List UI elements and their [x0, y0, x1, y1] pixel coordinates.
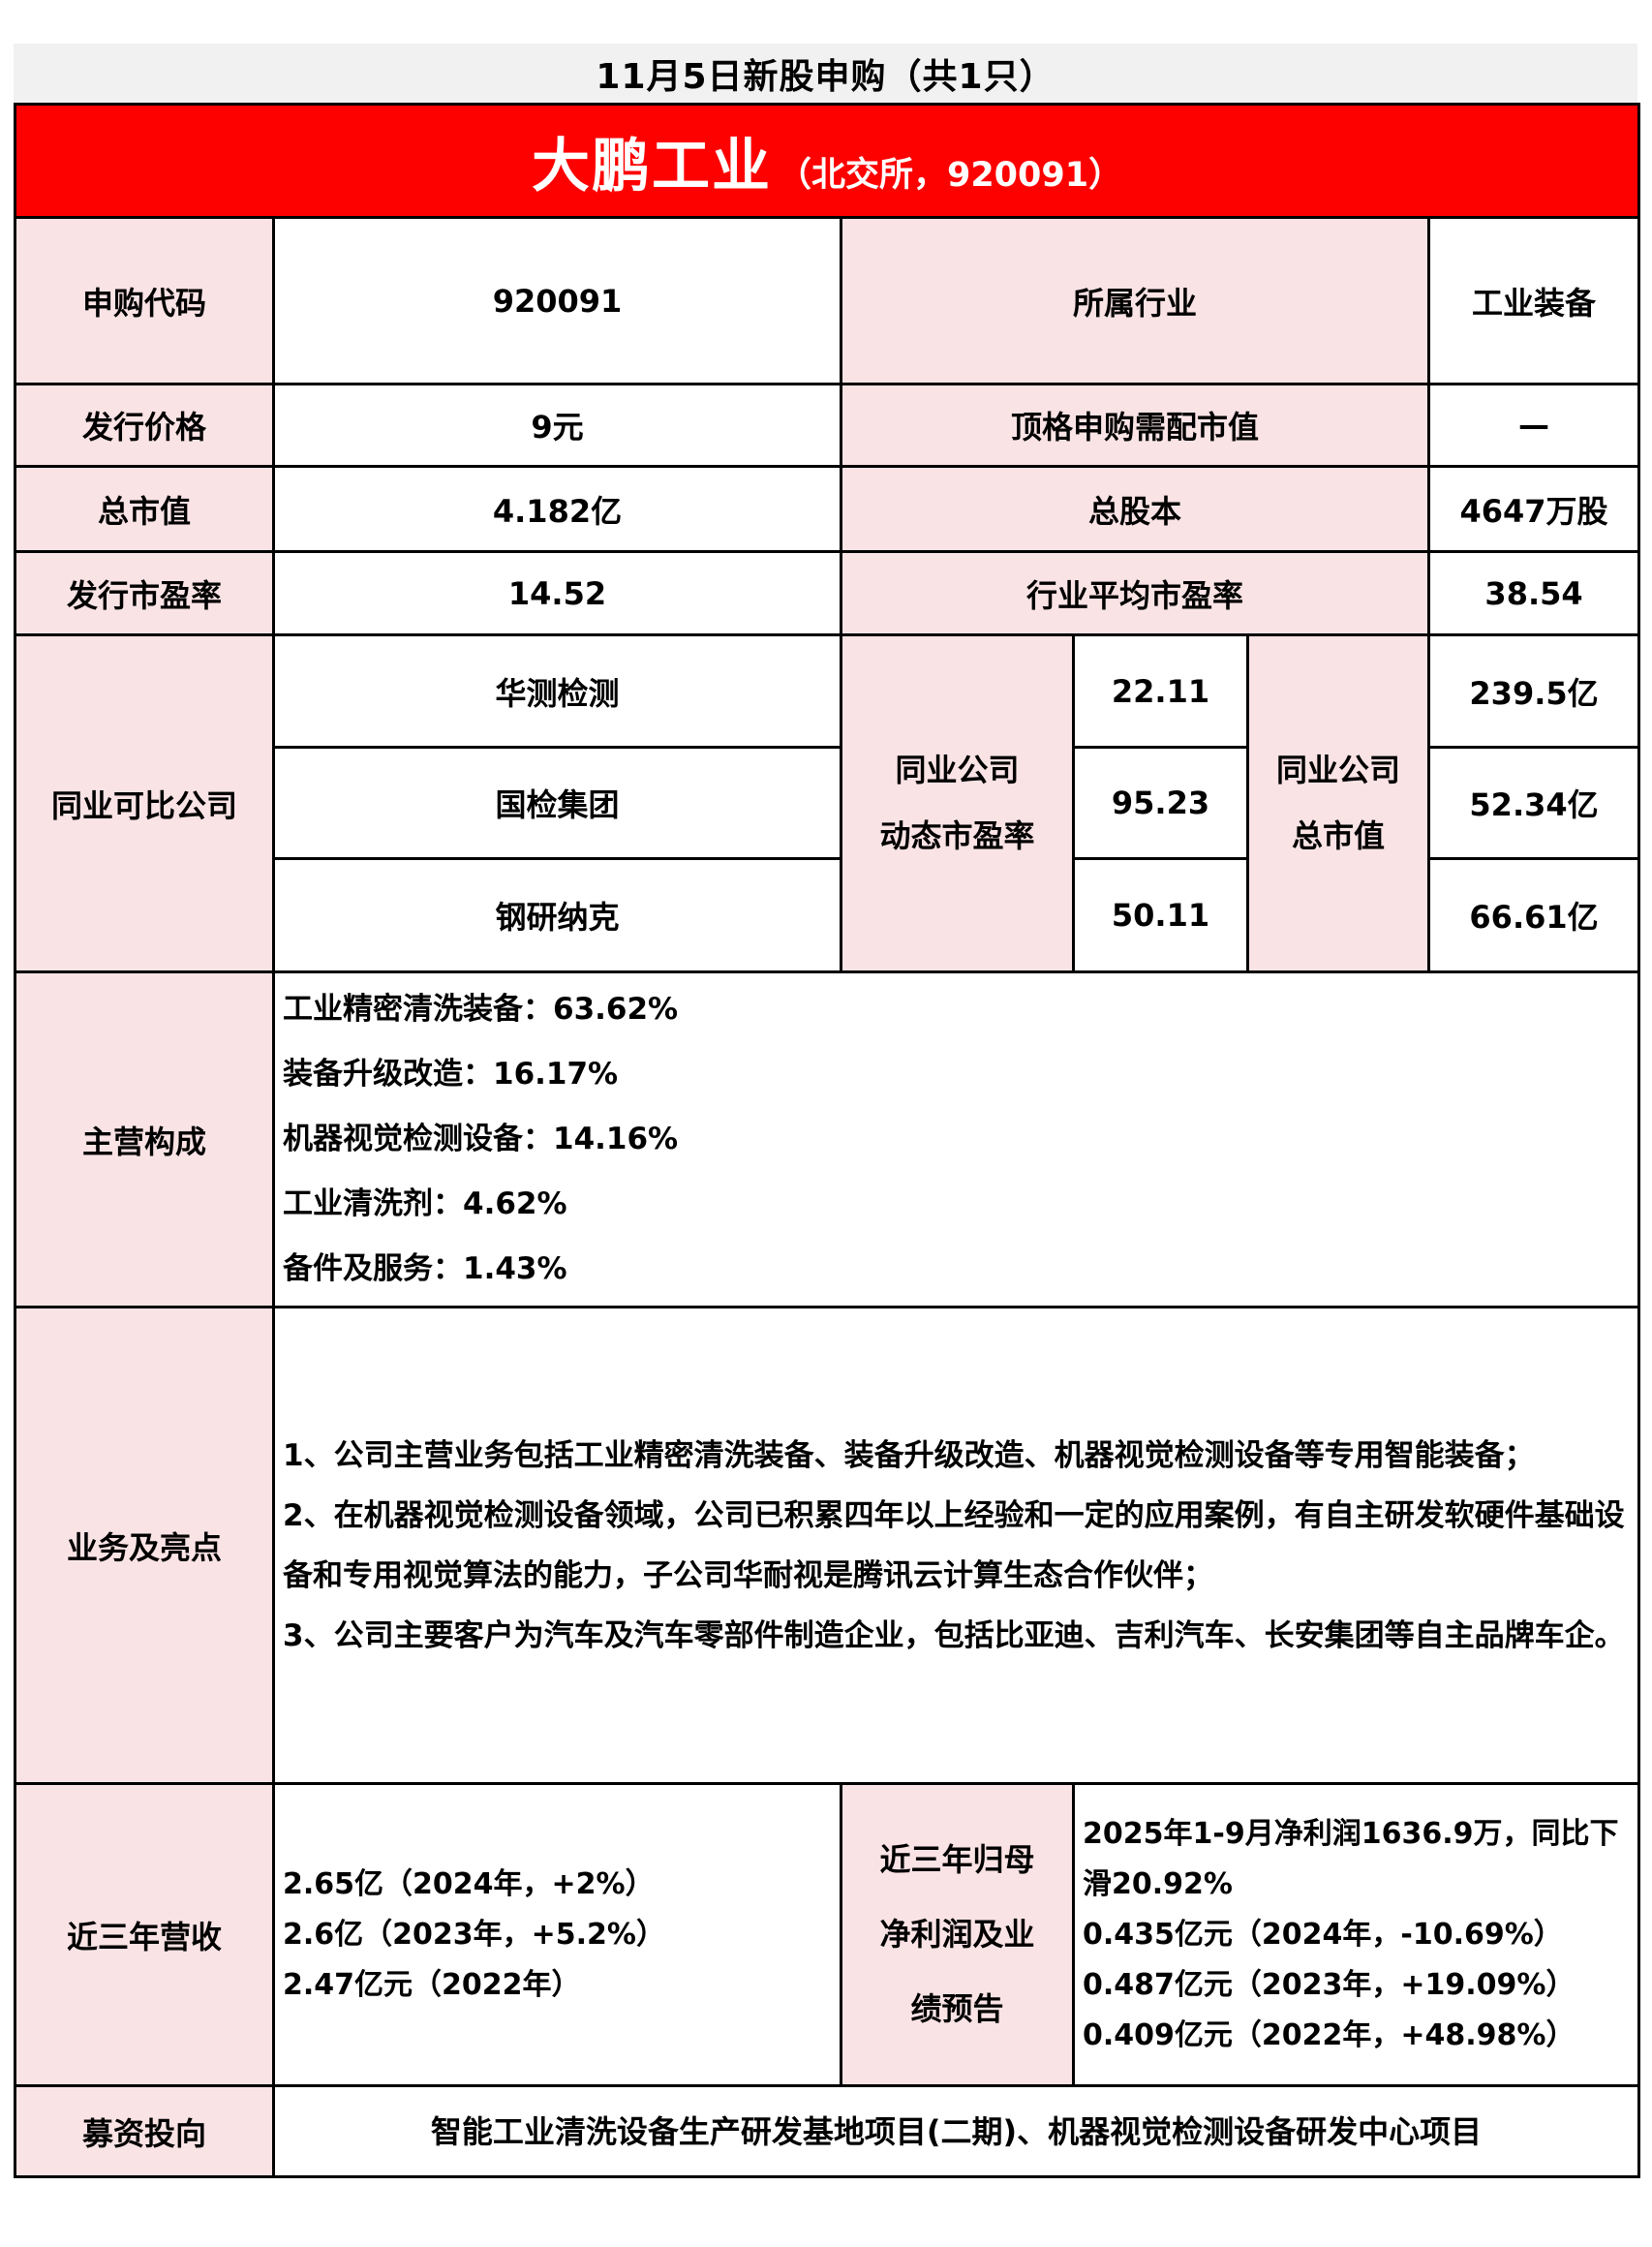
total-shares-label: 总股本: [840, 465, 1430, 553]
company-banner: 大鹏工业 （北交所，920091）: [13, 103, 1641, 219]
peer-cap-0: 239.5亿: [1426, 633, 1641, 749]
net-profit-line: 2025年1-9月净利润1636.9万，同比下滑20.92%: [1083, 1816, 1619, 1901]
total-market-cap-label: 总市值: [14, 465, 275, 553]
main-business-line: 装备升级改造：16.17%: [283, 1057, 619, 1092]
top-subscription-cap-label: 顶格申购需配市值: [840, 383, 1430, 468]
issue-pe-label: 发行市盈率: [14, 550, 275, 636]
ipo-table: 大鹏工业 （北交所，920091） 申购代码 920091 所属行业 工业装备 …: [13, 103, 1641, 2178]
peer-cap-2: 66.61亿: [1426, 857, 1641, 973]
peer-pe-2: 50.11: [1072, 857, 1249, 973]
revenue-line: 2.47亿元（2022年）: [283, 1967, 581, 2002]
fundraising-label: 募资投向: [14, 2084, 275, 2178]
revenue-content: 2.65亿（2024年，+2%） 2.6亿（2023年，+5.2%） 2.47亿…: [272, 1782, 842, 2087]
net-profit-line: 0.487亿元（2023年，+19.09%）: [1083, 1967, 1576, 2002]
business-highlights-label: 业务及亮点: [14, 1306, 275, 1785]
subscription-code-label: 申购代码: [14, 216, 275, 385]
peer-company-0: 华测检测: [272, 633, 842, 749]
issue-pe-value: 14.52: [272, 550, 842, 636]
issue-price-label: 发行价格: [14, 383, 275, 468]
main-business-line: 工业清洗剂：4.62%: [283, 1186, 567, 1221]
peer-cap-header: 同业公司 总市值: [1246, 633, 1430, 973]
peer-company-1: 国检集团: [272, 746, 842, 860]
revenue-line: 2.65亿（2024年，+2%）: [283, 1866, 655, 1901]
top-subscription-cap-value: —: [1426, 383, 1641, 468]
main-business-label: 主营构成: [14, 970, 275, 1308]
main-business-content: 工业精密清洗装备：63.62% 装备升级改造：16.17% 机器视觉检测设备：1…: [271, 970, 1641, 1308]
peer-company-2: 钢研纳克: [272, 857, 842, 973]
peer-pe-header: 同业公司 动态市盈率: [840, 633, 1075, 973]
net-profit-line: 0.435亿元（2024年，-10.69%）: [1083, 1917, 1563, 1952]
net-profit-content: 2025年1-9月净利润1636.9万，同比下滑20.92% 0.435亿元（2…: [1071, 1782, 1641, 2087]
total-market-cap-value: 4.182亿: [272, 465, 842, 553]
main-business-line: 备件及服务：1.43%: [283, 1251, 567, 1286]
page-title: 11月5日新股申购（共1只）: [14, 44, 1637, 103]
industry-avg-pe-value: 38.54: [1426, 550, 1641, 636]
issue-price-value: 9元: [272, 383, 842, 468]
highlight-paragraph: 1、公司主营业务包括工业精密清洗装备、装备升级改造、机器视觉检测设备等专用智能装…: [283, 1437, 1535, 1473]
peer-cap-1: 52.34亿: [1426, 746, 1641, 860]
net-profit-label: 近三年归母 净利润及业 绩预告: [840, 1782, 1075, 2087]
total-shares-value: 4647万股: [1426, 465, 1641, 553]
subscription-code-value: 920091: [272, 216, 842, 385]
company-name: 大鹏工业: [531, 132, 772, 200]
company-exchange-code: （北交所，920091）: [777, 155, 1123, 195]
peer-pe-0: 22.11: [1072, 633, 1249, 749]
highlight-paragraph: 2、在机器视觉检测设备领域，公司已积累四年以上经验和一定的应用案例，有自主研发软…: [283, 1497, 1625, 1593]
revenue-line: 2.6亿（2023年，+5.2%）: [283, 1917, 665, 1952]
industry-label: 所属行业: [840, 216, 1430, 385]
highlight-paragraph: 3、公司主要客户为汽车及汽车零部件制造企业，包括比亚迪、吉利汽车、长安集团等自主…: [283, 1617, 1625, 1653]
peer-pe-1: 95.23: [1072, 746, 1249, 860]
industry-avg-pe-label: 行业平均市盈率: [840, 550, 1430, 636]
fundraising-value: 智能工业清洗设备生产研发基地项目(二期)、机器视觉检测设备研发中心项目: [271, 2084, 1641, 2178]
peer-companies-label: 同业可比公司: [14, 633, 275, 973]
business-highlights-content: 1、公司主营业务包括工业精密清洗装备、装备升级改造、机器视觉检测设备等专用智能装…: [271, 1306, 1641, 1785]
main-business-line: 工业精密清洗装备：63.62%: [283, 992, 679, 1027]
net-profit-line: 0.409亿元（2022年，+48.98%）: [1083, 2017, 1576, 2052]
revenue-label: 近三年营收: [14, 1782, 275, 2087]
main-business-line: 机器视觉检测设备：14.16%: [283, 1122, 679, 1156]
industry-value: 工业装备: [1426, 216, 1641, 385]
content-area: 11月5日新股申购（共1只） 大鹏工业 （北交所，920091） 申购代码 92…: [13, 44, 1641, 2178]
